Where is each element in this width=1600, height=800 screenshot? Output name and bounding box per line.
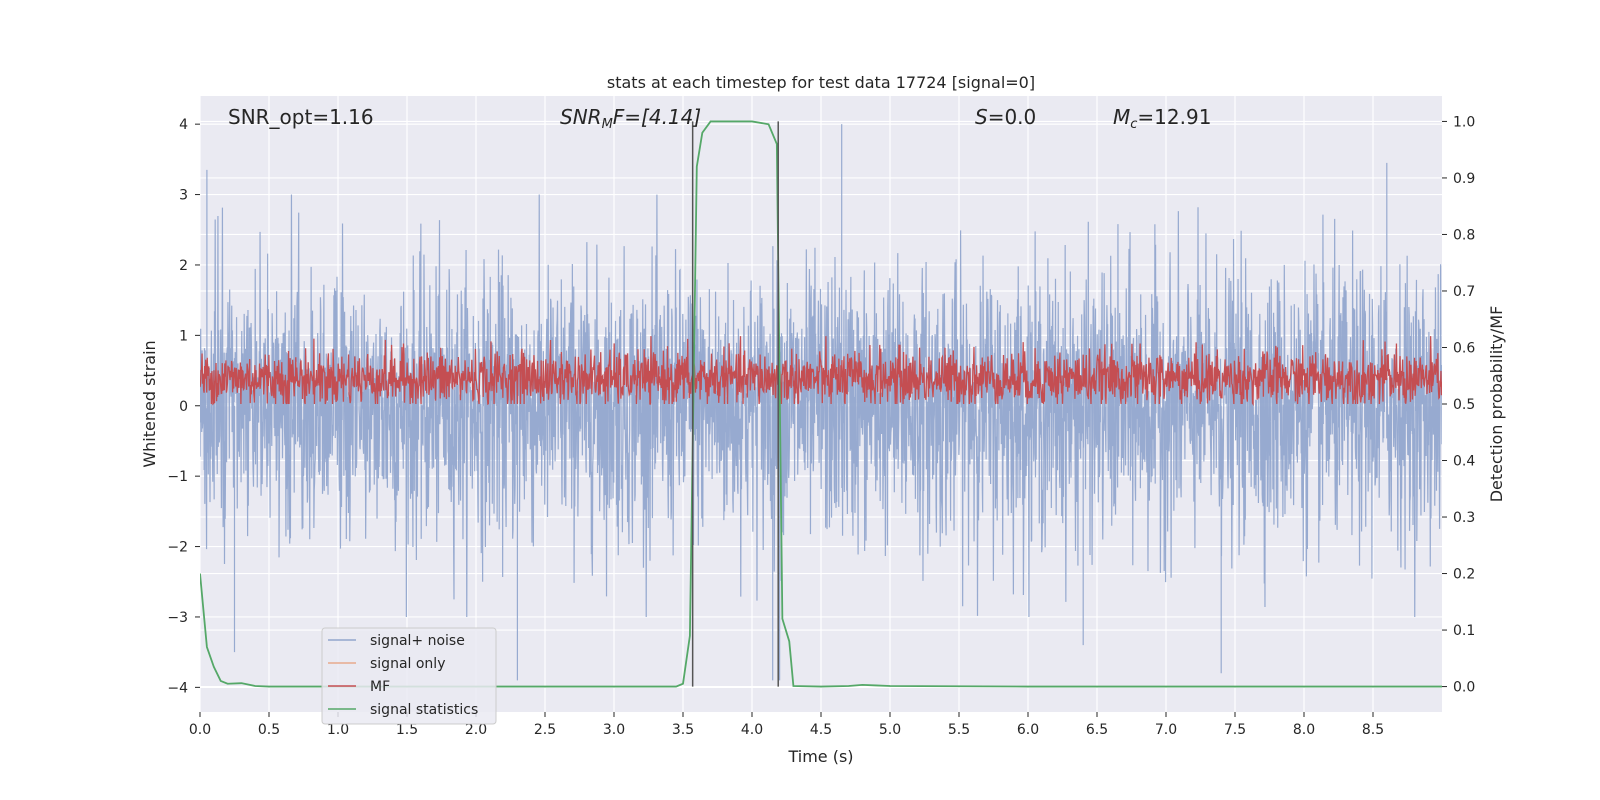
annotation-snr-mf: SNRMF=[4.14]: [560, 105, 701, 132]
x-tick-label-15: 7.5: [1224, 722, 1246, 738]
x-tick-label-11: 5.5: [948, 722, 970, 738]
x-tick-label-10: 5.0: [879, 722, 901, 738]
x-tick-label-17: 8.5: [1362, 722, 1384, 738]
mc-value: =12.91: [1137, 105, 1211, 129]
series-signal-statistics: [200, 120, 1442, 688]
y-left-tick-label-0: 4: [179, 117, 188, 133]
y-left-tick-label-6: −2: [167, 540, 188, 556]
legend-label-mf: MF: [370, 679, 390, 695]
annotation-mc: Mc=12.91: [1113, 105, 1211, 132]
snr-mf-tail: F=[4.14]: [613, 105, 701, 129]
y-left-tick-label-7: −3: [167, 610, 188, 626]
annotation-s: S=0.0: [975, 105, 1036, 129]
y-right-tick-label-2: 0.8: [1453, 227, 1475, 243]
y-right-tick-label-5: 0.5: [1453, 397, 1475, 413]
legend: signal+ noise signal only MF signal stat…: [321, 627, 497, 725]
y-right-tick-label-3: 0.7: [1453, 284, 1475, 300]
annotation-snr-opt: SNR_opt=1.16: [228, 105, 374, 129]
y-left-tick-label-2: 2: [179, 258, 188, 274]
legend-label-signal-noise: signal+ noise: [370, 633, 465, 649]
x-tick-label-0: 0.0: [189, 722, 211, 738]
y-left-tick-label-3: 1: [179, 328, 188, 344]
series-mf: [200, 336, 1442, 407]
y-right-tick-label-7: 0.3: [1453, 510, 1475, 526]
legend-label-signal-statistics: signal statistics: [370, 702, 478, 718]
chart-title: stats at each timestep for test data 177…: [607, 73, 1035, 92]
legend-box: [321, 627, 497, 725]
x-tick-label-9: 4.5: [810, 722, 832, 738]
x-tick-label-16: 8.0: [1293, 722, 1315, 738]
y-right-tick-label-1: 0.9: [1453, 171, 1475, 187]
x-tick-label-3: 1.5: [396, 722, 418, 738]
x-tick-label-8: 4.0: [741, 722, 763, 738]
series-layer: [200, 120, 1442, 688]
s-name: S: [975, 105, 988, 129]
y-left-tick-label-8: −4: [167, 680, 188, 696]
x-tick-label-14: 7.0: [1155, 722, 1177, 738]
x-tick-label-2: 1.0: [327, 722, 349, 738]
x-tick-label-4: 2.0: [465, 722, 487, 738]
ticks: 0.0 0.5 1.0 1.5 2.0 2.5 3.0 3.5 4.0 4.5 5.0 5.5 6.0 6…: [167, 114, 1475, 738]
x-tick-label-6: 3.0: [603, 722, 625, 738]
y-right-tick-label-8: 0.2: [1453, 567, 1475, 583]
x-axis-label: Time (s): [787, 747, 853, 766]
x-tick-label-7: 3.5: [672, 722, 694, 738]
s-value: =0.0: [988, 105, 1037, 129]
y-left-tick-label-1: 3: [179, 188, 188, 204]
y-left-tick-label-5: −1: [167, 469, 188, 485]
y-axis-label-left: Whitened strain: [140, 340, 159, 467]
y-right-tick-label-4: 0.6: [1453, 340, 1475, 356]
y-right-tick-label-9: 0.1: [1453, 623, 1475, 639]
snr-mf-subscript: M: [602, 117, 613, 132]
y-left-tick-label-4: 0: [179, 399, 188, 415]
x-tick-label-1: 0.5: [258, 722, 280, 738]
mc-subscript: c: [1130, 117, 1137, 132]
mc-name: M: [1113, 105, 1130, 129]
y-right-tick-label-0: 1.0: [1453, 114, 1475, 130]
y-right-tick-label-10: 0.0: [1453, 680, 1475, 696]
x-tick-label-5: 2.5: [534, 722, 556, 738]
x-tick-label-12: 6.0: [1017, 722, 1039, 738]
x-tick-label-13: 6.5: [1086, 722, 1108, 738]
legend-label-signal-only: signal only: [370, 656, 445, 672]
snr-mf-name: SNR: [560, 105, 602, 129]
y-axis-label-right: Detection probability/MF: [1487, 306, 1506, 503]
series-signal-noise: [200, 124, 1442, 681]
y-right-tick-label-6: 0.4: [1453, 454, 1475, 470]
